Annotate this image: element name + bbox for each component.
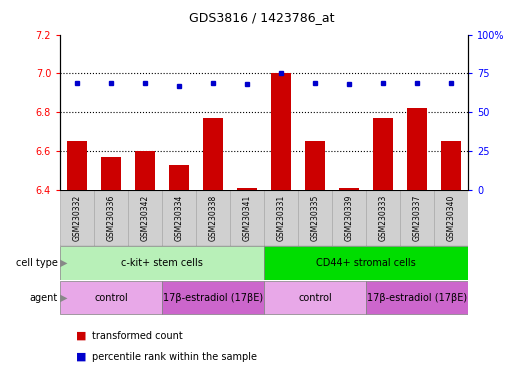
Bar xyxy=(162,190,196,246)
Bar xyxy=(169,165,189,190)
Bar xyxy=(94,190,128,246)
Text: c-kit+ stem cells: c-kit+ stem cells xyxy=(121,258,203,268)
Bar xyxy=(101,157,121,190)
Text: percentile rank within the sample: percentile rank within the sample xyxy=(92,352,256,362)
Text: cell type: cell type xyxy=(16,258,58,268)
Text: GSM230333: GSM230333 xyxy=(379,195,388,241)
Bar xyxy=(237,188,257,190)
Text: ■: ■ xyxy=(76,352,86,362)
Text: CD44+ stromal cells: CD44+ stromal cells xyxy=(316,258,416,268)
Text: control: control xyxy=(94,293,128,303)
Bar xyxy=(366,190,400,246)
Bar xyxy=(298,190,332,246)
Bar xyxy=(67,141,87,190)
Bar xyxy=(60,247,264,280)
Bar xyxy=(128,190,162,246)
Text: GSM230336: GSM230336 xyxy=(107,195,116,241)
Bar xyxy=(366,281,468,314)
Text: control: control xyxy=(298,293,332,303)
Bar xyxy=(407,108,427,190)
Text: GSM230334: GSM230334 xyxy=(175,195,184,241)
Bar xyxy=(196,190,230,246)
Bar xyxy=(60,190,94,246)
Bar xyxy=(441,141,461,190)
Text: GSM230331: GSM230331 xyxy=(277,195,286,241)
Text: GDS3816 / 1423786_at: GDS3816 / 1423786_at xyxy=(189,12,334,25)
Text: transformed count: transformed count xyxy=(92,331,183,341)
Bar xyxy=(203,118,223,190)
Bar xyxy=(332,190,366,246)
Bar xyxy=(400,190,434,246)
Text: ▶: ▶ xyxy=(60,258,67,268)
Text: GSM230332: GSM230332 xyxy=(73,195,82,241)
Text: GSM230340: GSM230340 xyxy=(447,195,456,241)
Bar xyxy=(135,151,155,190)
Bar xyxy=(162,281,264,314)
Bar xyxy=(264,247,468,280)
Bar xyxy=(434,190,468,246)
Text: ■: ■ xyxy=(76,331,86,341)
Text: GSM230337: GSM230337 xyxy=(413,195,422,241)
Bar xyxy=(230,190,264,246)
Bar xyxy=(60,281,162,314)
Bar xyxy=(271,73,291,190)
Text: agent: agent xyxy=(29,293,58,303)
Bar xyxy=(264,190,298,246)
Text: 17β-estradiol (17βE): 17β-estradiol (17βE) xyxy=(367,293,467,303)
Bar xyxy=(373,118,393,190)
Text: 17β-estradiol (17βE): 17β-estradiol (17βE) xyxy=(163,293,263,303)
Text: GSM230338: GSM230338 xyxy=(209,195,218,241)
Text: GSM230342: GSM230342 xyxy=(141,195,150,241)
Text: ▶: ▶ xyxy=(60,293,67,303)
Bar xyxy=(264,281,366,314)
Text: GSM230339: GSM230339 xyxy=(345,195,354,241)
Bar xyxy=(339,188,359,190)
Text: GSM230335: GSM230335 xyxy=(311,195,320,241)
Bar xyxy=(305,141,325,190)
Text: GSM230341: GSM230341 xyxy=(243,195,252,241)
